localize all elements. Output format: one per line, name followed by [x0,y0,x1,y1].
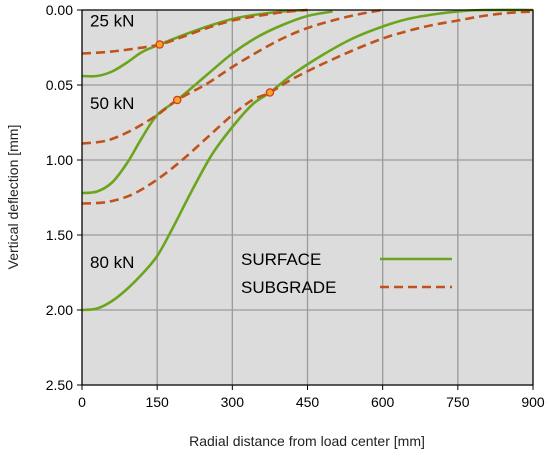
x-tick-label: 0 [78,394,86,410]
intersection-marker [172,95,182,105]
axis-ticks: 0 150 300 450 600 750 900 0.00 0.05 1.00 1.50 2.00 2… [46,2,545,410]
surface-curve-80kn [81,8,534,312]
legend: SURFACE SUBGRADE [241,250,452,297]
y-tick-label: 1.50 [46,227,73,243]
y-tick-label: 2.00 [46,302,73,318]
intersection-marker [265,88,275,97]
load-label: 25 kN [90,12,134,31]
x-axis-label: Radial distance from load center [mm] [189,433,425,449]
intersection-markers [155,40,275,105]
x-tick-label: 900 [521,394,545,410]
y-tick-label: 2.50 [46,377,73,393]
subgrade-curve-25kn [81,8,308,55]
x-tick-label: 150 [145,394,169,410]
intersection-marker [155,40,164,49]
x-tick-label: 600 [371,394,395,410]
y-tick-label: 1.00 [46,152,73,168]
y-tick-label: 0.00 [46,2,73,18]
x-tick-label: 750 [446,394,470,410]
subgrade-curve-80kn [81,10,534,205]
legend-label: SURFACE [241,250,321,269]
load-label: 80 kN [90,253,134,272]
load-label: 50 kN [90,94,134,113]
subgrade-curve-50kn [81,8,383,145]
y-tick-label: 0.05 [46,77,73,93]
legend-label: SUBGRADE [241,278,336,297]
x-tick-label: 450 [296,394,320,410]
y-axis-label: Vertical deflection [mm] [5,125,21,270]
load-labels: 25 kN 50 kN 80 kN [90,12,134,273]
x-tick-label: 300 [221,394,245,410]
